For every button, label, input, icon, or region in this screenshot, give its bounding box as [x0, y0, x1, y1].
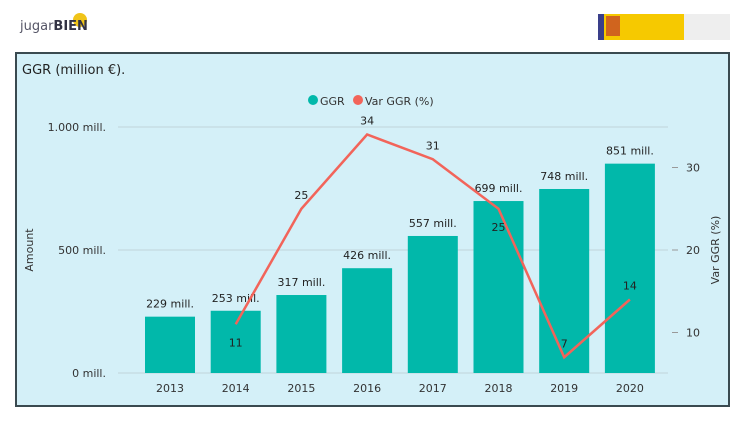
bar-2015: [276, 295, 327, 373]
y-right-axis-title: Var GGR (%): [709, 216, 722, 285]
legend-label-ggr: GGR: [320, 95, 345, 108]
logo-gobierno: [598, 14, 730, 40]
y-tick-label: 500 mill.: [58, 244, 106, 257]
x-tick-label: 2016: [353, 382, 381, 395]
bar-2013: [145, 316, 195, 373]
y-tick-label: 0 mill.: [72, 367, 106, 380]
line-var-ggr: [234, 133, 631, 360]
y-right-tick-label: 10: [686, 327, 700, 340]
x-tick-label: 2015: [287, 382, 315, 395]
y-right-tick-label: 30: [686, 162, 700, 175]
chart-title: GGR (million €).: [22, 63, 125, 78]
bar-label: 229 mill.: [146, 298, 194, 311]
bar-label: 748 mill.: [540, 170, 588, 183]
line-label: 25: [492, 221, 506, 234]
legend-label-var: Var GGR (%): [365, 95, 434, 108]
y-axis-title: Amount: [23, 228, 36, 272]
bar-2018: [473, 201, 524, 373]
x-tick-label: 2020: [616, 382, 644, 395]
x-tick-label: 2017: [419, 382, 447, 395]
legend-marker-ggr: [308, 95, 318, 105]
legend-marker-var: [353, 95, 363, 105]
bar-2016: [342, 268, 393, 373]
bar-label: 851 mill.: [606, 145, 654, 158]
bar-2020: [604, 163, 655, 373]
x-tick-label: 2019: [550, 382, 578, 395]
bar-2017: [407, 235, 458, 373]
bar-label: 557 mill.: [409, 217, 457, 230]
bar-label: 426 mill.: [343, 249, 391, 262]
x-tick-label: 2013: [156, 382, 184, 395]
svg-text:jugarBIEN: jugarBIEN: [19, 19, 88, 34]
line-label: 14: [623, 280, 637, 293]
y-tick-label: 1.000 mill.: [48, 121, 106, 134]
bar-label: 317 mill.: [277, 276, 325, 289]
y-right-tick-label: 20: [686, 244, 700, 257]
line-label: 25: [294, 189, 308, 202]
legend: GGR Var GGR (%): [308, 95, 434, 108]
line-label: 31: [426, 139, 440, 152]
line-label: 34: [360, 115, 374, 128]
bar-2014: [210, 310, 261, 373]
bar-label: 699 mill.: [475, 182, 523, 195]
logo-jugarbien: jugarBIEN: [19, 13, 88, 34]
x-tick-label: 2018: [485, 382, 513, 395]
line-label: 7: [561, 337, 568, 350]
line-label: 11: [229, 336, 243, 349]
x-tick-label: 2014: [222, 382, 250, 395]
